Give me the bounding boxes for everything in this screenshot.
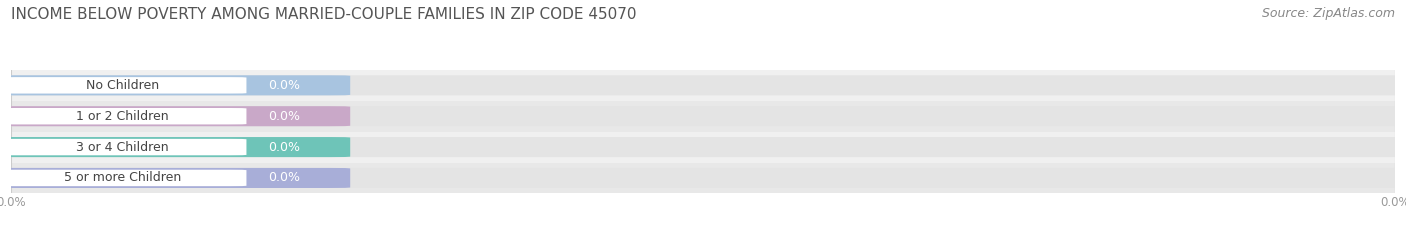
FancyBboxPatch shape <box>0 139 246 155</box>
FancyBboxPatch shape <box>0 168 1406 188</box>
FancyBboxPatch shape <box>0 106 1406 126</box>
FancyBboxPatch shape <box>0 170 246 186</box>
FancyBboxPatch shape <box>0 137 350 157</box>
Text: INCOME BELOW POVERTY AMONG MARRIED-COUPLE FAMILIES IN ZIP CODE 45070: INCOME BELOW POVERTY AMONG MARRIED-COUPL… <box>11 7 637 22</box>
FancyBboxPatch shape <box>0 137 1406 157</box>
Bar <box>11 70 1395 101</box>
Text: 5 or more Children: 5 or more Children <box>65 171 181 185</box>
Text: 0.0%: 0.0% <box>269 110 301 123</box>
Bar <box>11 101 1395 132</box>
Text: 3 or 4 Children: 3 or 4 Children <box>76 140 169 154</box>
FancyBboxPatch shape <box>0 77 246 94</box>
Text: 0.0%: 0.0% <box>269 171 301 185</box>
FancyBboxPatch shape <box>0 108 246 124</box>
FancyBboxPatch shape <box>0 75 350 95</box>
Text: Source: ZipAtlas.com: Source: ZipAtlas.com <box>1261 7 1395 20</box>
Text: No Children: No Children <box>86 79 159 92</box>
Bar <box>11 132 1395 163</box>
Bar <box>11 163 1395 193</box>
Text: 0.0%: 0.0% <box>269 140 301 154</box>
Text: 0.0%: 0.0% <box>269 79 301 92</box>
FancyBboxPatch shape <box>0 168 350 188</box>
Text: 1 or 2 Children: 1 or 2 Children <box>76 110 169 123</box>
FancyBboxPatch shape <box>0 106 350 126</box>
FancyBboxPatch shape <box>0 75 1406 95</box>
